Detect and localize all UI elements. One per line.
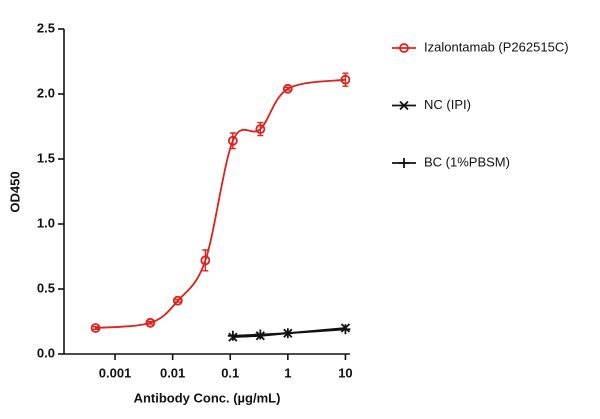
point — [145, 317, 156, 328]
error-bar — [92, 326, 99, 330]
x-axis-label: Antibody Conc. (µg/mL) — [134, 390, 281, 405]
error-bar — [284, 86, 291, 91]
y-tick-label: 0.0 — [37, 345, 55, 360]
legend-label: BC (1%PBSM) — [424, 154, 510, 169]
legend-label: Izalontamab (P262515C) — [424, 39, 569, 54]
point — [282, 83, 293, 94]
y-tick-label: 2.5 — [37, 20, 55, 35]
legend-marker — [399, 43, 409, 53]
y-tick-label: 1.5 — [37, 150, 55, 165]
point — [282, 328, 293, 339]
y-tick-label: 2.0 — [37, 85, 55, 100]
x-tick-label: 1 — [284, 365, 291, 380]
point — [227, 135, 238, 146]
x-tick-label: 10 — [338, 365, 352, 380]
error-bar — [147, 320, 154, 325]
error-bar — [229, 132, 236, 150]
point — [255, 329, 266, 340]
error-bar — [174, 298, 181, 303]
point — [90, 323, 101, 333]
y-tick-label: 0.5 — [37, 280, 55, 295]
point — [255, 124, 266, 135]
y-axis-label: OD450 — [7, 171, 22, 212]
fit-line — [232, 328, 346, 337]
point — [227, 330, 238, 341]
legend-label: NC (IPI) — [424, 97, 471, 112]
x-tick-label: 0.001 — [99, 365, 132, 380]
point — [340, 324, 351, 335]
x-tick-label: 0.01 — [160, 365, 185, 380]
point — [172, 295, 183, 306]
legend-marker — [399, 100, 409, 111]
point — [200, 255, 211, 266]
error-bar — [202, 249, 209, 272]
legend-marker — [399, 158, 409, 168]
y-tick-label: 1.0 — [37, 215, 55, 230]
fit-line — [95, 78, 346, 329]
point — [340, 74, 351, 85]
x-tick-label: 0.1 — [221, 365, 239, 380]
